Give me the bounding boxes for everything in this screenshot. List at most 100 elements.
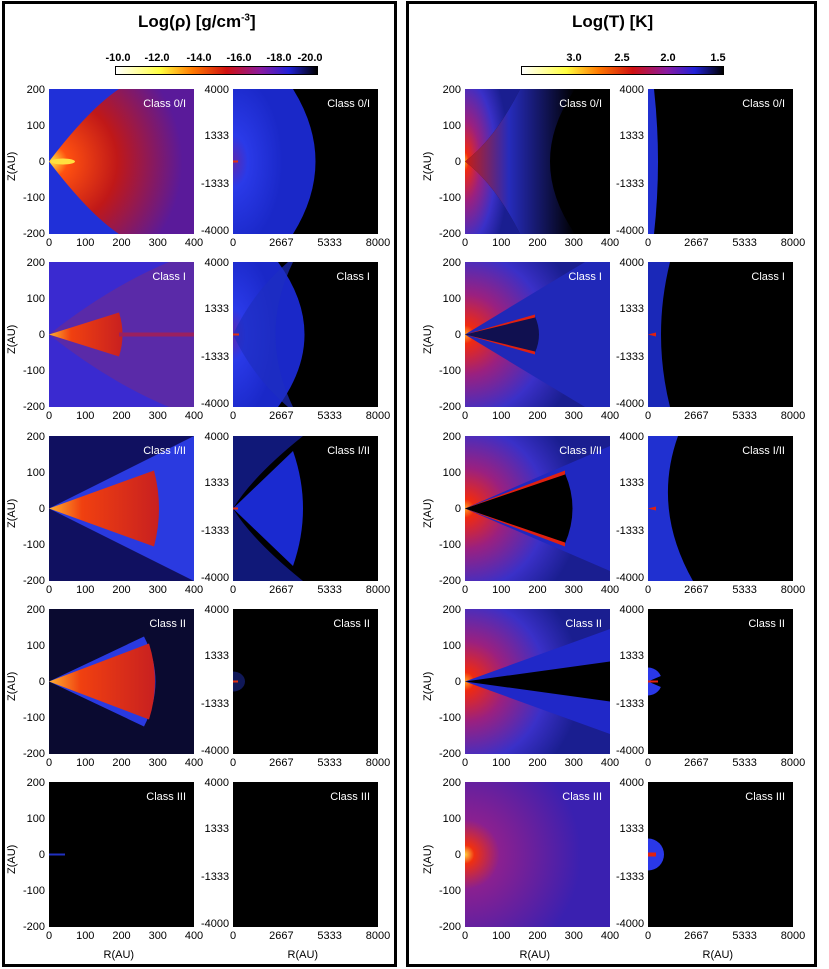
x-tick-label: 100 <box>76 584 95 596</box>
y-tick-label: 1333 <box>204 130 229 142</box>
x-tick-label: 0 <box>229 930 237 942</box>
t-in-panel: Class I/II <box>465 436 610 581</box>
x-tick-label: 8000 <box>365 410 391 422</box>
y-tick-label: -100 <box>438 192 461 204</box>
x-tick-label: 200 <box>112 410 131 422</box>
class-label: Class I/II <box>143 445 186 457</box>
t-out-panel: Class II <box>648 609 793 754</box>
rho-in-panel: Class III <box>49 782 194 927</box>
y-tick-label: -1333 <box>616 871 645 883</box>
y-tick-label: 1333 <box>204 477 229 489</box>
temperature-colorbar <box>521 66 724 75</box>
class-label: Class I <box>152 271 186 283</box>
x-tick-label: 400 <box>184 584 204 596</box>
y-tick-label: -200 <box>438 748 461 760</box>
y-tick-label: -100 <box>22 539 45 551</box>
t-in-panel: Class III <box>465 782 610 927</box>
rho-in-panel: Class II <box>49 609 194 754</box>
y-tick-label: 200 <box>442 84 461 96</box>
rho-out-panel: Class 0/I <box>233 89 378 234</box>
x-tick-label: 400 <box>600 410 620 422</box>
rho-in-panel: Class 0/I <box>49 89 194 234</box>
y-tick-label: -4000 <box>616 745 645 757</box>
y-tick-label: 4000 <box>204 604 229 616</box>
x-tick-label: 5333 <box>732 757 757 769</box>
x-tick-label: 200 <box>528 757 547 769</box>
x-tick-label: 100 <box>76 757 95 769</box>
x-tick-label: 400 <box>600 930 620 942</box>
t-in-panel: Class 0/I <box>465 89 610 234</box>
x-tick-label: 0 <box>461 930 469 942</box>
density-cb-label: -20.0 <box>297 52 323 64</box>
y-tick-label: 4000 <box>619 604 644 616</box>
x-tick-label: 8000 <box>780 410 806 422</box>
y-axis-label: Z(AU) <box>422 844 434 874</box>
y-tick-label: -200 <box>22 748 45 760</box>
y-axis-label: Z(AU) <box>6 844 18 874</box>
class-label: Class 0/I <box>742 98 785 110</box>
y-tick-label: 200 <box>26 604 45 616</box>
temperature-title: Log(T) [K] <box>572 12 654 31</box>
x-tick-label: 2667 <box>684 584 709 596</box>
y-tick-label: -100 <box>438 539 461 551</box>
y-axis-label: Z(AU) <box>422 498 434 528</box>
x-tick-label: 8000 <box>780 237 806 249</box>
x-tick-label: 200 <box>528 237 547 249</box>
x-tick-label: 5333 <box>317 757 342 769</box>
x-tick-label: 2667 <box>269 237 294 249</box>
class-label: Class II <box>333 618 370 630</box>
class-label: Class I/II <box>327 445 370 457</box>
rho-out-panel: Class III <box>233 782 378 927</box>
x-tick-label: 8000 <box>780 757 806 769</box>
y-tick-label: 1333 <box>619 303 644 315</box>
class-label: Class III <box>330 791 370 803</box>
x-tick-label: 200 <box>112 584 131 596</box>
rho-in-panel: Class I <box>49 262 194 407</box>
x-tick-label: 0 <box>644 410 652 422</box>
class-label: Class I/II <box>742 445 785 457</box>
x-tick-label: 300 <box>148 584 167 596</box>
x-tick-label: 5333 <box>732 930 757 942</box>
x-tick-label: 400 <box>184 757 204 769</box>
y-axis-label: Z(AU) <box>6 671 18 701</box>
x-tick-label: 300 <box>148 237 167 249</box>
x-tick-label: 2667 <box>269 410 294 422</box>
y-tick-label: 200 <box>442 431 461 443</box>
class-label: Class III <box>562 791 602 803</box>
y-tick-label: 200 <box>26 431 45 443</box>
y-tick-label: -1333 <box>616 351 645 363</box>
y-tick-label: -1333 <box>201 178 230 190</box>
density-cb-label: -14.0 <box>186 52 212 64</box>
y-tick-label: 1333 <box>204 823 229 835</box>
x-tick-label: 200 <box>528 930 547 942</box>
class-label: Class II <box>748 618 785 630</box>
y-tick-label: -1333 <box>616 178 645 190</box>
y-axis-label: Z(AU) <box>422 151 434 181</box>
y-axis-label: Z(AU) <box>422 671 434 701</box>
x-tick-label: 2667 <box>269 757 294 769</box>
y-tick-label: 100 <box>26 293 45 305</box>
y-tick-label: -100 <box>438 365 461 377</box>
t-out-panel: Class 0/I <box>648 89 793 234</box>
x-tick-label: 300 <box>148 410 167 422</box>
y-tick-label: 100 <box>442 467 461 479</box>
temperature-cb-label: 2.5 <box>614 52 630 64</box>
y-tick-label: 1333 <box>204 650 229 662</box>
x-tick-label: 0 <box>461 410 469 422</box>
density-colorbar <box>115 66 318 75</box>
x-tick-label: 0 <box>45 410 53 422</box>
x-tick-label: 2667 <box>684 757 709 769</box>
y-tick-label: 0 <box>38 156 45 168</box>
y-tick-label: -200 <box>438 228 461 240</box>
x-tick-label: 400 <box>600 584 620 596</box>
x-tick-label: 200 <box>528 584 547 596</box>
y-tick-label: 4000 <box>619 777 644 789</box>
y-tick-label: -4000 <box>616 398 645 410</box>
temperature-cb-label: 1.5 <box>710 52 726 64</box>
y-tick-label: 0 <box>454 676 461 688</box>
x-tick-label: 0 <box>644 757 652 769</box>
x-tick-label: 0 <box>644 930 652 942</box>
x-tick-label: 5333 <box>732 584 757 596</box>
y-axis-label: Z(AU) <box>6 324 18 354</box>
y-tick-label: 4000 <box>619 431 644 443</box>
